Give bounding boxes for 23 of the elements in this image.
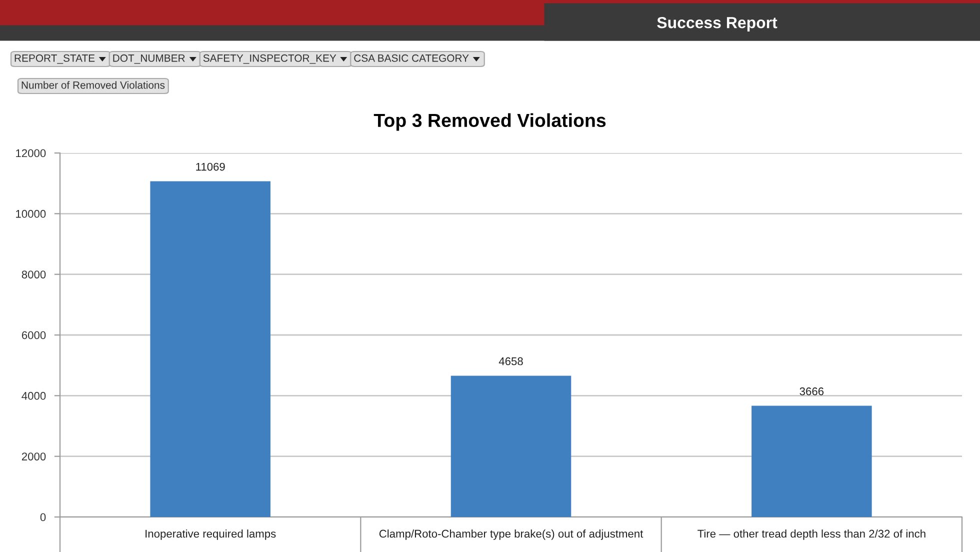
y-tick-label: 2000 [22,452,46,460]
data-label: 3666 [800,387,824,396]
chart-title: Top 3 Removed Violations [374,113,606,131]
text: DOT_NUMBER [113,54,185,64]
y-tick-label: 8000 [22,270,46,278]
y-tick-label: 10000 [16,210,46,218]
text: Number of Removed Violations [22,81,165,89]
x-tick-label: Clamp/Roto-Chamber type brake(s) out of adjustment [379,530,644,540]
x-tick-label: Tire — other tread depth less than 2/32 of inch [698,530,926,540]
data-label: 11069 [196,162,225,171]
bar [150,181,270,517]
bar [752,406,872,517]
chart-subtitle: Success Report [657,16,778,32]
y-tick-label: 12000 [16,149,46,158]
text: CSA BASIC CATEGORY [354,54,469,62]
data-label: 4658 [498,357,523,366]
x-tick-label: Inoperative required lamps [146,530,276,540]
y-tick-label: 4000 [22,392,46,400]
bar [450,376,572,517]
text: REPORT_STATE [14,54,95,64]
y-tick-label: 6000 [22,331,46,340]
y-tick-label: 0 [40,513,46,522]
text: SAFETY_INSPECTOR_KEY [203,54,336,64]
